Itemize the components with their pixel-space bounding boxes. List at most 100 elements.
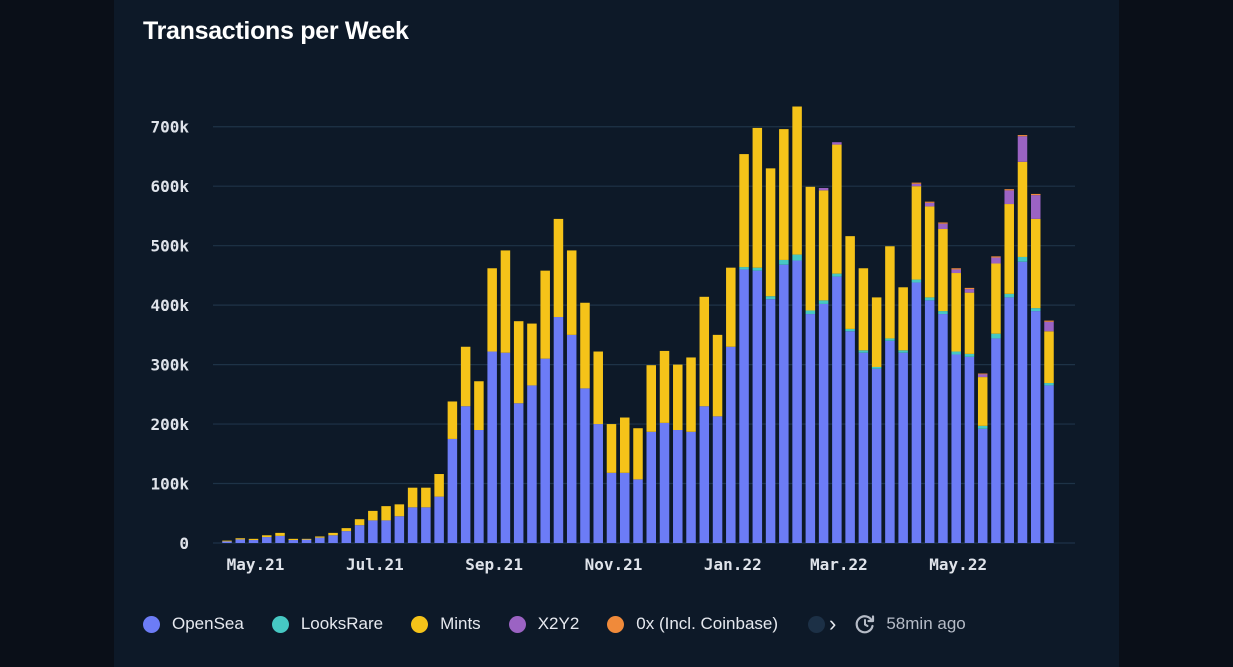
bar-mints[interactable] xyxy=(871,297,882,367)
bar-mints[interactable] xyxy=(1030,218,1041,309)
bar-opensea[interactable] xyxy=(1030,311,1041,543)
bar-mints[interactable] xyxy=(765,168,776,297)
bar-looksrare[interactable] xyxy=(977,425,988,429)
bar-0x-incl-coinbase[interactable] xyxy=(1030,193,1041,196)
bar-opensea[interactable] xyxy=(951,354,961,543)
bar-looksrare[interactable] xyxy=(1044,383,1054,386)
bar-opensea[interactable] xyxy=(686,431,696,543)
bar-opensea[interactable] xyxy=(288,540,299,543)
bar-mints[interactable] xyxy=(407,487,418,508)
bar-mints[interactable] xyxy=(911,186,922,280)
bar-looksrare[interactable] xyxy=(765,296,776,300)
bar-looksrare[interactable] xyxy=(885,338,895,341)
bar-mints[interactable] xyxy=(368,510,378,521)
bar-x2y2[interactable] xyxy=(991,257,1001,264)
bar-looksrare[interactable] xyxy=(1017,256,1028,262)
bar-opensea[interactable] xyxy=(368,520,378,543)
bar-opensea[interactable] xyxy=(540,358,550,543)
bar-opensea[interactable] xyxy=(354,525,365,543)
bar-0x-incl-coinbase[interactable] xyxy=(977,373,988,375)
bar-x2y2[interactable] xyxy=(951,269,961,274)
bar-0x-incl-coinbase[interactable] xyxy=(911,182,922,184)
bar-opensea[interactable] xyxy=(1044,385,1054,543)
bar-looksrare[interactable] xyxy=(845,328,855,332)
bar-x2y2[interactable] xyxy=(977,374,988,378)
bar-mints[interactable] xyxy=(540,270,550,359)
bar-opensea[interactable] xyxy=(580,388,590,543)
bar-mints[interactable] xyxy=(619,417,630,473)
bar-mints[interactable] xyxy=(752,127,763,268)
bar-opensea[interactable] xyxy=(513,403,524,543)
bar-opensea[interactable] xyxy=(991,338,1001,543)
bar-looksrare[interactable] xyxy=(779,259,789,265)
bar-opensea[interactable] xyxy=(699,406,710,543)
bar-mints[interactable] xyxy=(354,519,365,526)
bar-opensea[interactable] xyxy=(275,535,285,543)
bar-opensea[interactable] xyxy=(1004,297,1014,543)
bar-opensea[interactable] xyxy=(315,537,325,543)
bar-x2y2[interactable] xyxy=(911,183,922,187)
bar-mints[interactable] xyxy=(845,236,855,329)
bar-mints[interactable] xyxy=(474,381,484,431)
bar-mints[interactable] xyxy=(447,401,458,439)
bar-opensea[interactable] xyxy=(712,416,723,543)
bar-mints[interactable] xyxy=(659,350,670,423)
bar-x2y2[interactable] xyxy=(938,223,948,230)
bar-x2y2[interactable] xyxy=(1004,190,1014,205)
bar-mints[interactable] xyxy=(566,250,577,335)
bar-mints[interactable] xyxy=(858,268,869,351)
bar-mints[interactable] xyxy=(699,296,710,407)
bar-x2y2[interactable] xyxy=(818,187,829,191)
legend-item-0x-incl-coinbase[interactable]: 0x (Incl. Coinbase) xyxy=(607,614,778,634)
bar-0x-incl-coinbase[interactable] xyxy=(1004,189,1014,191)
bar-mints[interactable] xyxy=(394,504,405,517)
bar-x2y2[interactable] xyxy=(832,142,842,145)
bar-opensea[interactable] xyxy=(407,507,418,543)
legend-item-mints[interactable]: Mints xyxy=(411,614,481,634)
bar-opensea[interactable] xyxy=(619,472,630,543)
bar-mints[interactable] xyxy=(885,246,895,339)
bar-opensea[interactable] xyxy=(818,303,829,543)
bar-mints[interactable] xyxy=(898,287,908,351)
bar-mints[interactable] xyxy=(341,528,352,532)
bar-looksrare[interactable] xyxy=(991,333,1001,339)
bar-0x-incl-coinbase[interactable] xyxy=(1017,135,1028,137)
bar-mints[interactable] xyxy=(235,538,246,540)
bar-opensea[interactable] xyxy=(911,282,922,543)
bar-mints[interactable] xyxy=(275,532,285,536)
bar-opensea[interactable] xyxy=(739,269,749,543)
bar-opensea[interactable] xyxy=(527,385,537,543)
bar-x2y2[interactable] xyxy=(924,202,935,207)
bar-opensea[interactable] xyxy=(235,539,246,543)
bar-x2y2[interactable] xyxy=(1017,136,1028,162)
legend-item-looksrare[interactable]: LooksRare xyxy=(271,614,383,634)
bar-opensea[interactable] xyxy=(434,496,444,543)
bar-looksrare[interactable] xyxy=(898,350,908,353)
bar-opensea[interactable] xyxy=(248,540,259,543)
bar-mints[interactable] xyxy=(288,538,299,541)
bar-opensea[interactable] xyxy=(938,314,948,543)
bar-opensea[interactable] xyxy=(447,438,458,543)
bar-opensea[interactable] xyxy=(659,422,670,543)
bar-looksrare[interactable] xyxy=(938,311,948,315)
bar-mints[interactable] xyxy=(964,292,975,354)
bar-opensea[interactable] xyxy=(871,368,882,543)
bar-mints[interactable] xyxy=(500,250,511,353)
bar-mints[interactable] xyxy=(262,535,272,538)
bar-mints[interactable] xyxy=(248,538,259,541)
bar-looksrare[interactable] xyxy=(832,273,842,277)
bar-opensea[interactable] xyxy=(779,264,789,543)
bar-x2y2[interactable] xyxy=(1044,321,1054,332)
bar-opensea[interactable] xyxy=(858,352,869,543)
bar-opensea[interactable] xyxy=(553,317,564,543)
bar-x2y2[interactable] xyxy=(1030,195,1041,219)
bar-looksrare[interactable] xyxy=(792,254,802,261)
bar-mints[interactable] xyxy=(460,346,471,407)
bar-0x-incl-coinbase[interactable] xyxy=(991,256,1001,258)
legend-next-button[interactable]: › xyxy=(808,613,836,635)
bar-mints[interactable] xyxy=(421,487,431,508)
bar-opensea[interactable] xyxy=(222,541,232,543)
bar-mints[interactable] xyxy=(991,263,1001,334)
bar-mints[interactable] xyxy=(1044,331,1054,384)
bar-0x-incl-coinbase[interactable] xyxy=(1044,320,1054,322)
